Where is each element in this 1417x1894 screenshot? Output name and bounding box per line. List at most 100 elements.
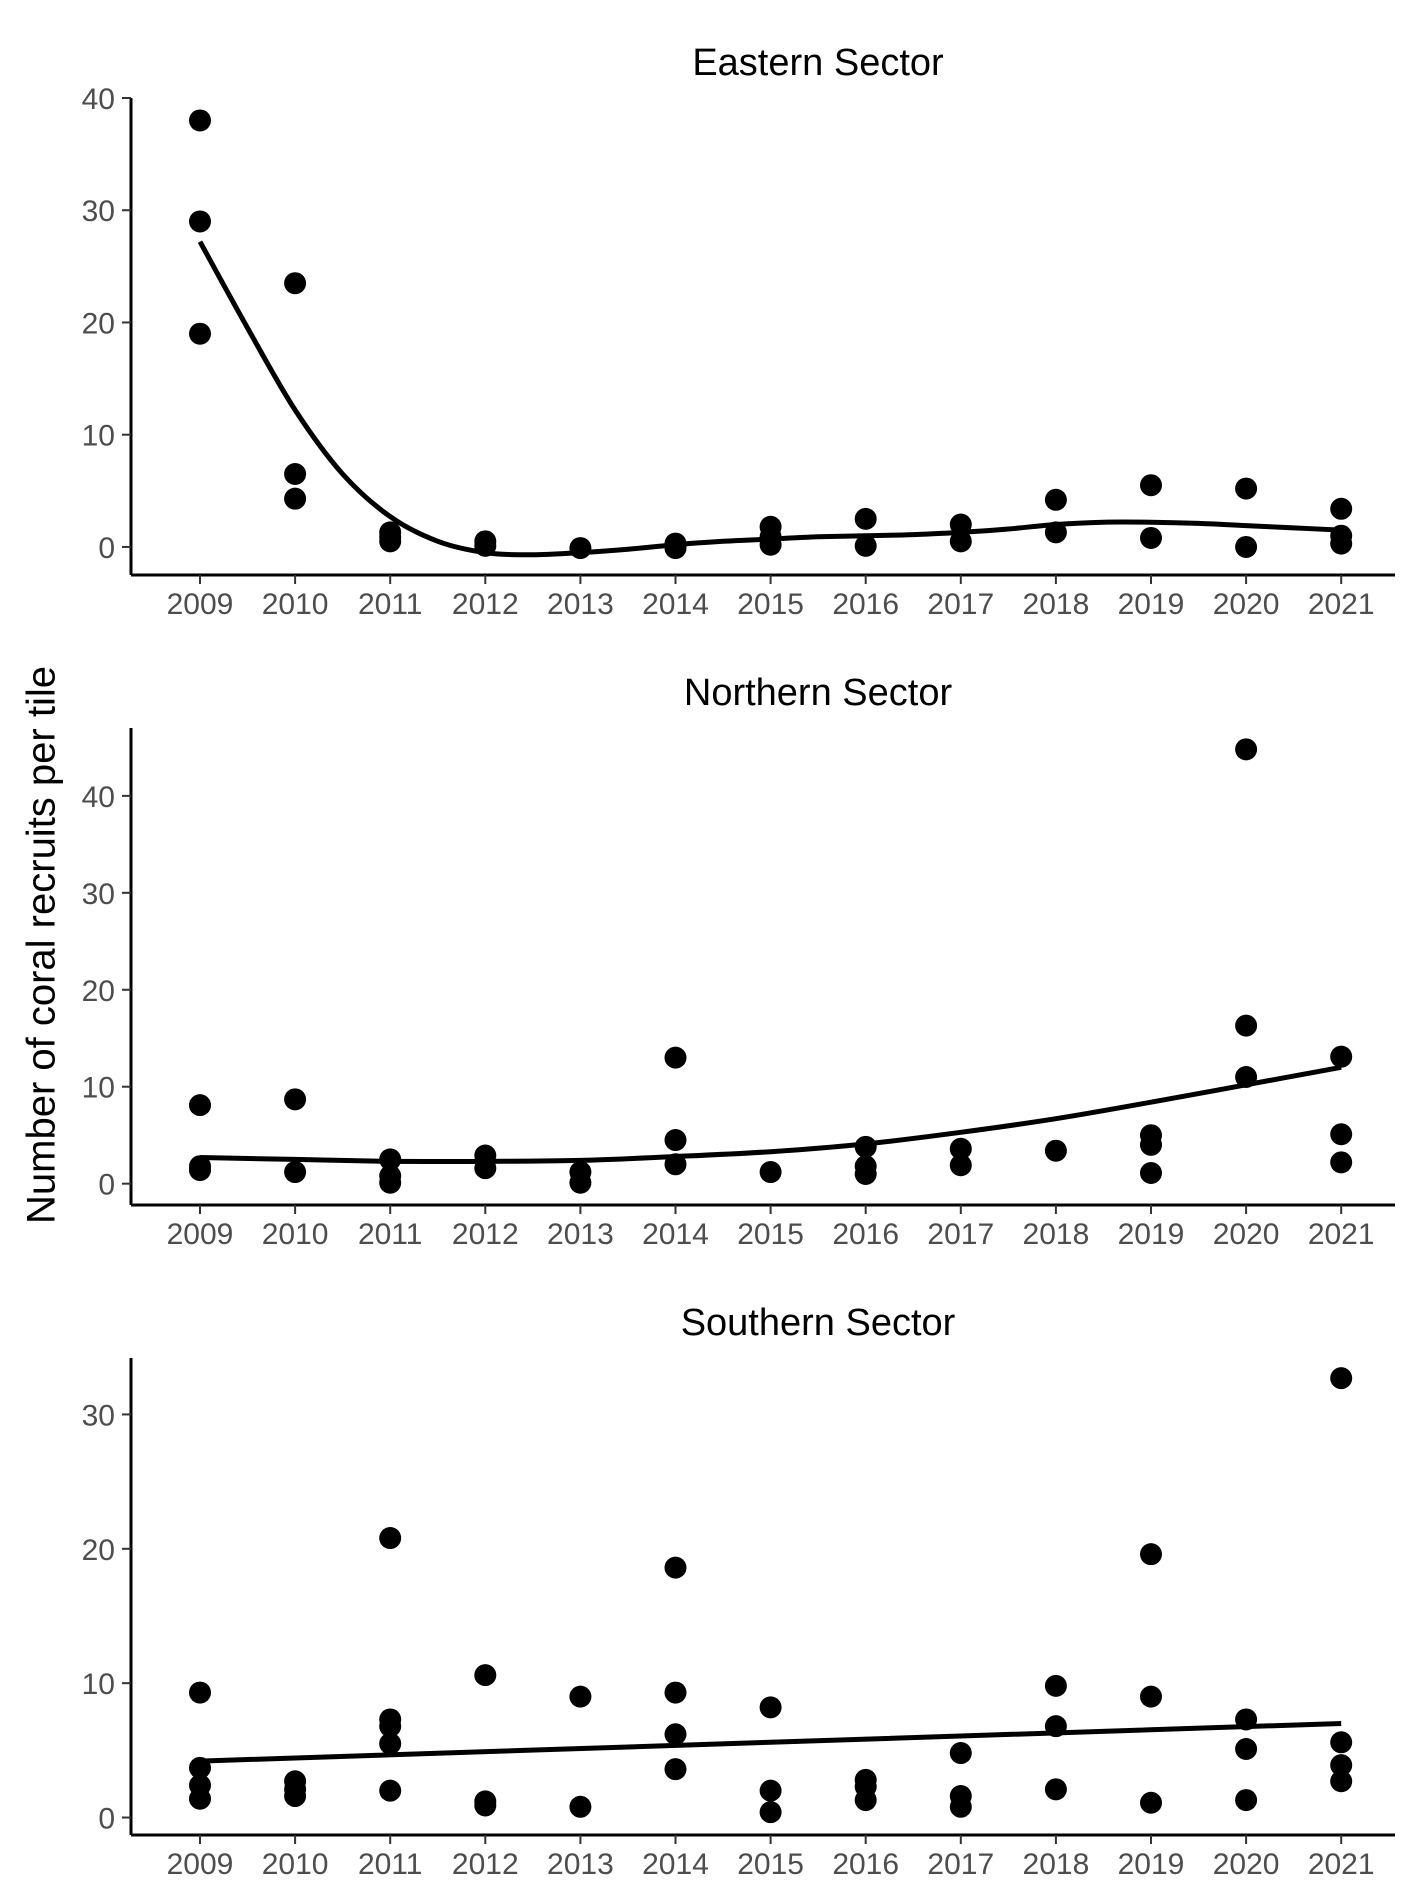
y-tick-label: 10 [82, 420, 115, 453]
x-tick-label: 2011 [358, 588, 423, 621]
x-tick-label: 2018 [1023, 1848, 1090, 1881]
data-point [1044, 488, 1067, 511]
data-point [379, 1715, 402, 1738]
x-tick-label: 2009 [167, 588, 234, 621]
data-point [759, 1779, 782, 1802]
x-tick-label: 2016 [832, 1218, 899, 1251]
x-tick-label: 2017 [927, 1218, 994, 1251]
data-point [854, 507, 877, 530]
x-tick-label: 2010 [262, 588, 329, 621]
data-point [759, 1696, 782, 1719]
data-point [759, 1801, 782, 1824]
x-tick-label: 2013 [547, 588, 614, 621]
data-point [379, 1527, 402, 1550]
data-point [474, 1794, 497, 1817]
data-point [1140, 1685, 1162, 1708]
x-tick-label: 2021 [1308, 1218, 1375, 1251]
x-tick-label: 2014 [642, 1848, 709, 1881]
data-point [1044, 1139, 1067, 1162]
x-tick-label: 2020 [1213, 588, 1280, 621]
x-tick-label: 2014 [642, 588, 709, 621]
data-point [284, 462, 307, 485]
data-point [1330, 1151, 1353, 1174]
data-point [284, 1161, 307, 1184]
data-point [379, 1171, 402, 1194]
x-tick-label: 2017 [927, 588, 994, 621]
data-point [1140, 1133, 1162, 1156]
y-axis-label: Number of coral recruits per tile [14, 0, 70, 1889]
data-point [379, 1732, 402, 1755]
y-tick-label: 30 [82, 195, 115, 228]
x-tick-label: 2009 [167, 1848, 234, 1881]
data-point [569, 1685, 592, 1708]
data-point [1330, 497, 1353, 520]
data-point [664, 1129, 687, 1152]
data-point [189, 109, 211, 132]
data-point [949, 1154, 972, 1177]
x-tick-label: 2012 [452, 1218, 519, 1251]
x-tick-label: 2018 [1023, 588, 1090, 621]
data-point [1330, 1770, 1353, 1793]
panel-northern-sector: Northern Sector 0 10 20 30 40 2009 2010 2011 2012… [82, 672, 1395, 1251]
data-point [949, 1137, 972, 1160]
data-point [1235, 738, 1258, 761]
data-point [474, 1664, 497, 1687]
x-tick-label: 2019 [1118, 1218, 1185, 1251]
x-tick-label: 2014 [642, 1218, 709, 1251]
y-tick-label: 10 [82, 1668, 115, 1701]
data-point [1140, 474, 1162, 497]
data-point [1140, 526, 1162, 549]
data-point [1044, 1778, 1067, 1801]
data-point [949, 530, 972, 553]
data-point [189, 1787, 211, 1810]
data-point [1235, 477, 1258, 500]
data-point [854, 1789, 877, 1812]
data-point [1140, 1162, 1162, 1185]
x-tick-label: 2009 [167, 1218, 234, 1251]
data-point [1330, 1045, 1353, 1068]
data-point [854, 534, 877, 557]
y-tick-label: 0 [98, 1169, 115, 1202]
data-point [1330, 532, 1353, 555]
data-point [189, 322, 211, 345]
x-tick-label: 2021 [1308, 588, 1375, 621]
data-point [1330, 1123, 1353, 1146]
data-point [664, 1681, 687, 1704]
y-tick-label: 0 [98, 532, 115, 565]
panel-southern-sector: Southern Sector 0 10 20 30 2009 2010 2011 2012 20… [82, 1302, 1395, 1881]
data-point [1044, 1674, 1067, 1697]
data-point [189, 1681, 211, 1704]
x-tick-label: 2015 [737, 588, 804, 621]
x-tick-label: 2021 [1308, 1848, 1375, 1881]
data-point [284, 487, 307, 510]
data-point [379, 1779, 402, 1802]
data-point [1235, 535, 1258, 558]
x-tick-label: 2017 [927, 1848, 994, 1881]
data-point [949, 1742, 972, 1765]
data-point [949, 1795, 972, 1818]
data-point [759, 1161, 782, 1184]
x-tick-label: 2019 [1118, 588, 1185, 621]
x-tick-label: 2010 [262, 1218, 329, 1251]
data-point [664, 1723, 687, 1746]
data-point [569, 1171, 592, 1194]
data-point [379, 525, 402, 548]
x-tick-label: 2020 [1213, 1848, 1280, 1881]
y-tick-label: 40 [82, 83, 115, 116]
panel-title: Southern Sector [681, 1302, 956, 1344]
x-tick-label: 2013 [547, 1218, 614, 1251]
data-point [664, 1556, 687, 1579]
panel-eastern-sector: Eastern Sector 0 10 20 30 40 2009 2010 2011 2012 2… [82, 42, 1395, 621]
x-tick-label: 2015 [737, 1848, 804, 1881]
data-point [284, 1088, 307, 1111]
x-tick-label: 2010 [262, 1848, 329, 1881]
x-tick-label: 2018 [1023, 1218, 1090, 1251]
data-point [664, 537, 687, 560]
trend-line [197, 240, 1342, 558]
trend-line [199, 1721, 1342, 1764]
data-point [189, 1159, 211, 1182]
panel-title: Northern Sector [684, 672, 953, 714]
data-point [1330, 1754, 1353, 1777]
